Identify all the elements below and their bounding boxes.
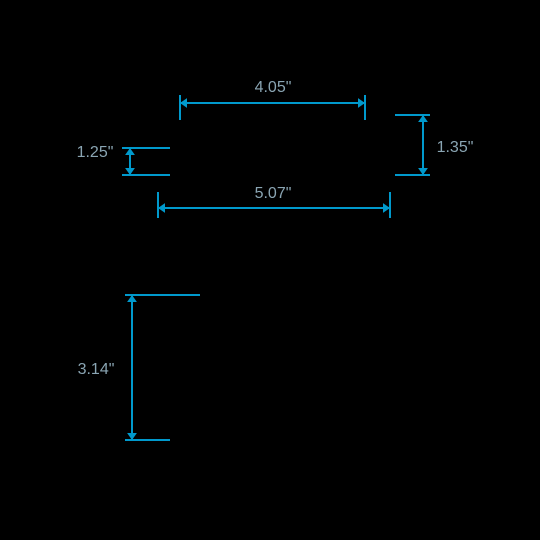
dimension-arrowhead: [158, 203, 165, 213]
dimension-right_height: 1.35": [395, 115, 473, 175]
dimension-left_height: 1.25": [77, 144, 170, 175]
dimension-label: 4.05": [255, 79, 292, 96]
dimension-arrowhead: [418, 115, 428, 122]
dimension-arrowhead: [127, 295, 137, 302]
dimension-arrowhead: [418, 168, 428, 175]
dimension-arrowhead: [127, 433, 137, 440]
dimension-diagram: 4.05" 1.35" 1.25" 5.07" 3.14": [0, 0, 540, 540]
dimension-label: 1.25": [77, 144, 114, 161]
dimension-lower_left_height: 3.14": [78, 295, 200, 440]
dimension-bottom_width: 5.07": [158, 185, 390, 218]
dimension-arrowhead: [125, 168, 135, 175]
dimension-arrowhead: [383, 203, 390, 213]
dimension-arrowhead: [358, 98, 365, 108]
dimension-arrowhead: [180, 98, 187, 108]
dimension-label: 1.35": [437, 139, 474, 156]
dimension-label: 5.07": [255, 185, 292, 202]
dimension-label: 3.14": [78, 361, 115, 378]
dimension-top_width: 4.05": [180, 79, 365, 120]
dimension-arrowhead: [125, 148, 135, 155]
